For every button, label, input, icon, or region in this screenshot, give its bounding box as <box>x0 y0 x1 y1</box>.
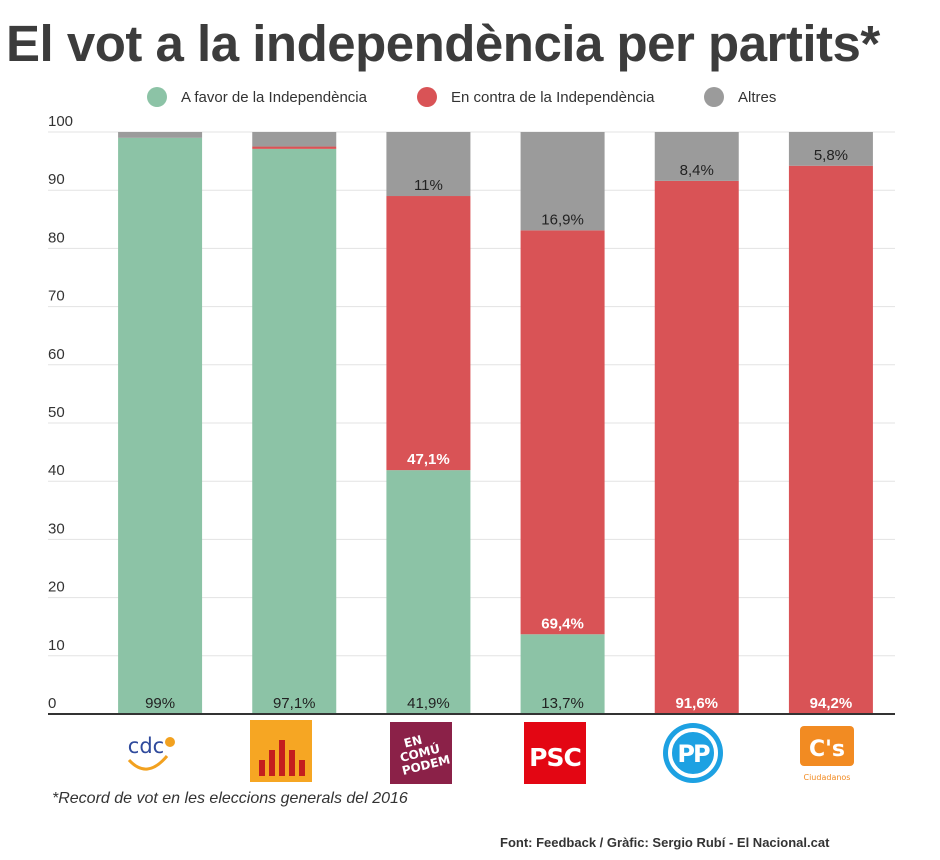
legend-label-contra: En contra de la Independència <box>451 88 655 106</box>
data-label: 91,6% <box>675 695 718 712</box>
data-label: 16,9% <box>541 211 584 228</box>
y-tick-label: 50 <box>48 404 65 421</box>
y-tick-label: 20 <box>48 579 65 596</box>
data-label: 13,7% <box>541 695 584 712</box>
y-tick-label: 40 <box>48 462 65 479</box>
data-label: 69,4% <box>541 615 584 632</box>
y-tick-label: 60 <box>48 346 65 363</box>
psc-logo: PSC <box>522 720 588 786</box>
y-tick-label: 80 <box>48 229 65 246</box>
cs-logo: C's Ciudadanos <box>794 720 860 786</box>
footnote: *Record de vot en les eleccions generals… <box>52 790 408 807</box>
data-label: 97,1% <box>273 695 316 712</box>
legend-label-favor: A favor de la Independència <box>181 88 367 106</box>
data-label: 41,9% <box>407 695 450 712</box>
data-label: 99% <box>145 695 175 712</box>
bar-segment <box>654 180 739 714</box>
bar-segment <box>386 132 471 197</box>
pp-logo-text: PP <box>677 740 710 768</box>
legend-item-favor: A favor de la Independència <box>147 86 367 108</box>
bar-segment <box>252 146 337 149</box>
data-label: 47,1% <box>407 451 450 468</box>
y-tick-label: 70 <box>48 288 65 305</box>
cdc-logo: cdc <box>115 720 181 786</box>
legend-item-contra: En contra de la Independència <box>417 86 655 108</box>
data-label: 8,4% <box>680 162 714 179</box>
legend-label-altres: Altres <box>738 88 777 106</box>
psc-logo-text: PSC <box>529 743 581 772</box>
y-tick-label: 100 <box>48 113 73 130</box>
legend-swatch-contra <box>417 87 437 107</box>
bar-segment <box>520 634 605 714</box>
y-tick-label: 10 <box>48 637 65 654</box>
en-comu-podem-logo: EN COMÚ PODEM <box>388 720 454 786</box>
legend-item-altres: Altres <box>704 86 776 108</box>
bar-segment <box>788 132 873 166</box>
bar-segment <box>118 132 203 138</box>
data-label: 11% <box>414 177 443 194</box>
chart-title: El vot a la independència per partits* <box>6 15 880 72</box>
ecp-logo-line1: EN <box>402 733 423 751</box>
bar-segment <box>654 132 739 181</box>
pp-logo: PP <box>660 720 726 786</box>
y-tick-label: 30 <box>48 520 65 537</box>
bar-segment <box>252 148 337 715</box>
legend-swatch-altres <box>704 87 724 107</box>
legend-swatch-favor <box>147 87 167 107</box>
y-tick-label: 0 <box>48 695 56 712</box>
data-label: 5,8% <box>814 147 848 164</box>
cs-logo-text: C's <box>809 737 845 762</box>
bar-segment <box>788 165 873 715</box>
bar-segment <box>118 137 203 714</box>
source-credit: Font: Feedback / Gràfic: Sergio Rubí - E… <box>500 835 830 850</box>
cs-logo-subtext: Ciudadanos <box>804 773 851 782</box>
cdc-logo-text: cdc <box>128 734 164 758</box>
bar-segment <box>520 230 605 635</box>
bar-segment <box>520 132 605 231</box>
erc-logo <box>250 720 316 786</box>
bar-segment <box>386 470 471 714</box>
legend: A favor de la Independència En contra de… <box>0 86 940 108</box>
stacked-bar-chart: 0 10 20 30 40 50 60 70 80 90 100 99% 97,1% 41,9% 47,1%… <box>48 113 895 715</box>
data-label: 94,2% <box>810 695 853 712</box>
bar-segment <box>386 196 471 471</box>
bar-segment <box>252 132 337 147</box>
y-tick-label: 90 <box>48 171 65 188</box>
